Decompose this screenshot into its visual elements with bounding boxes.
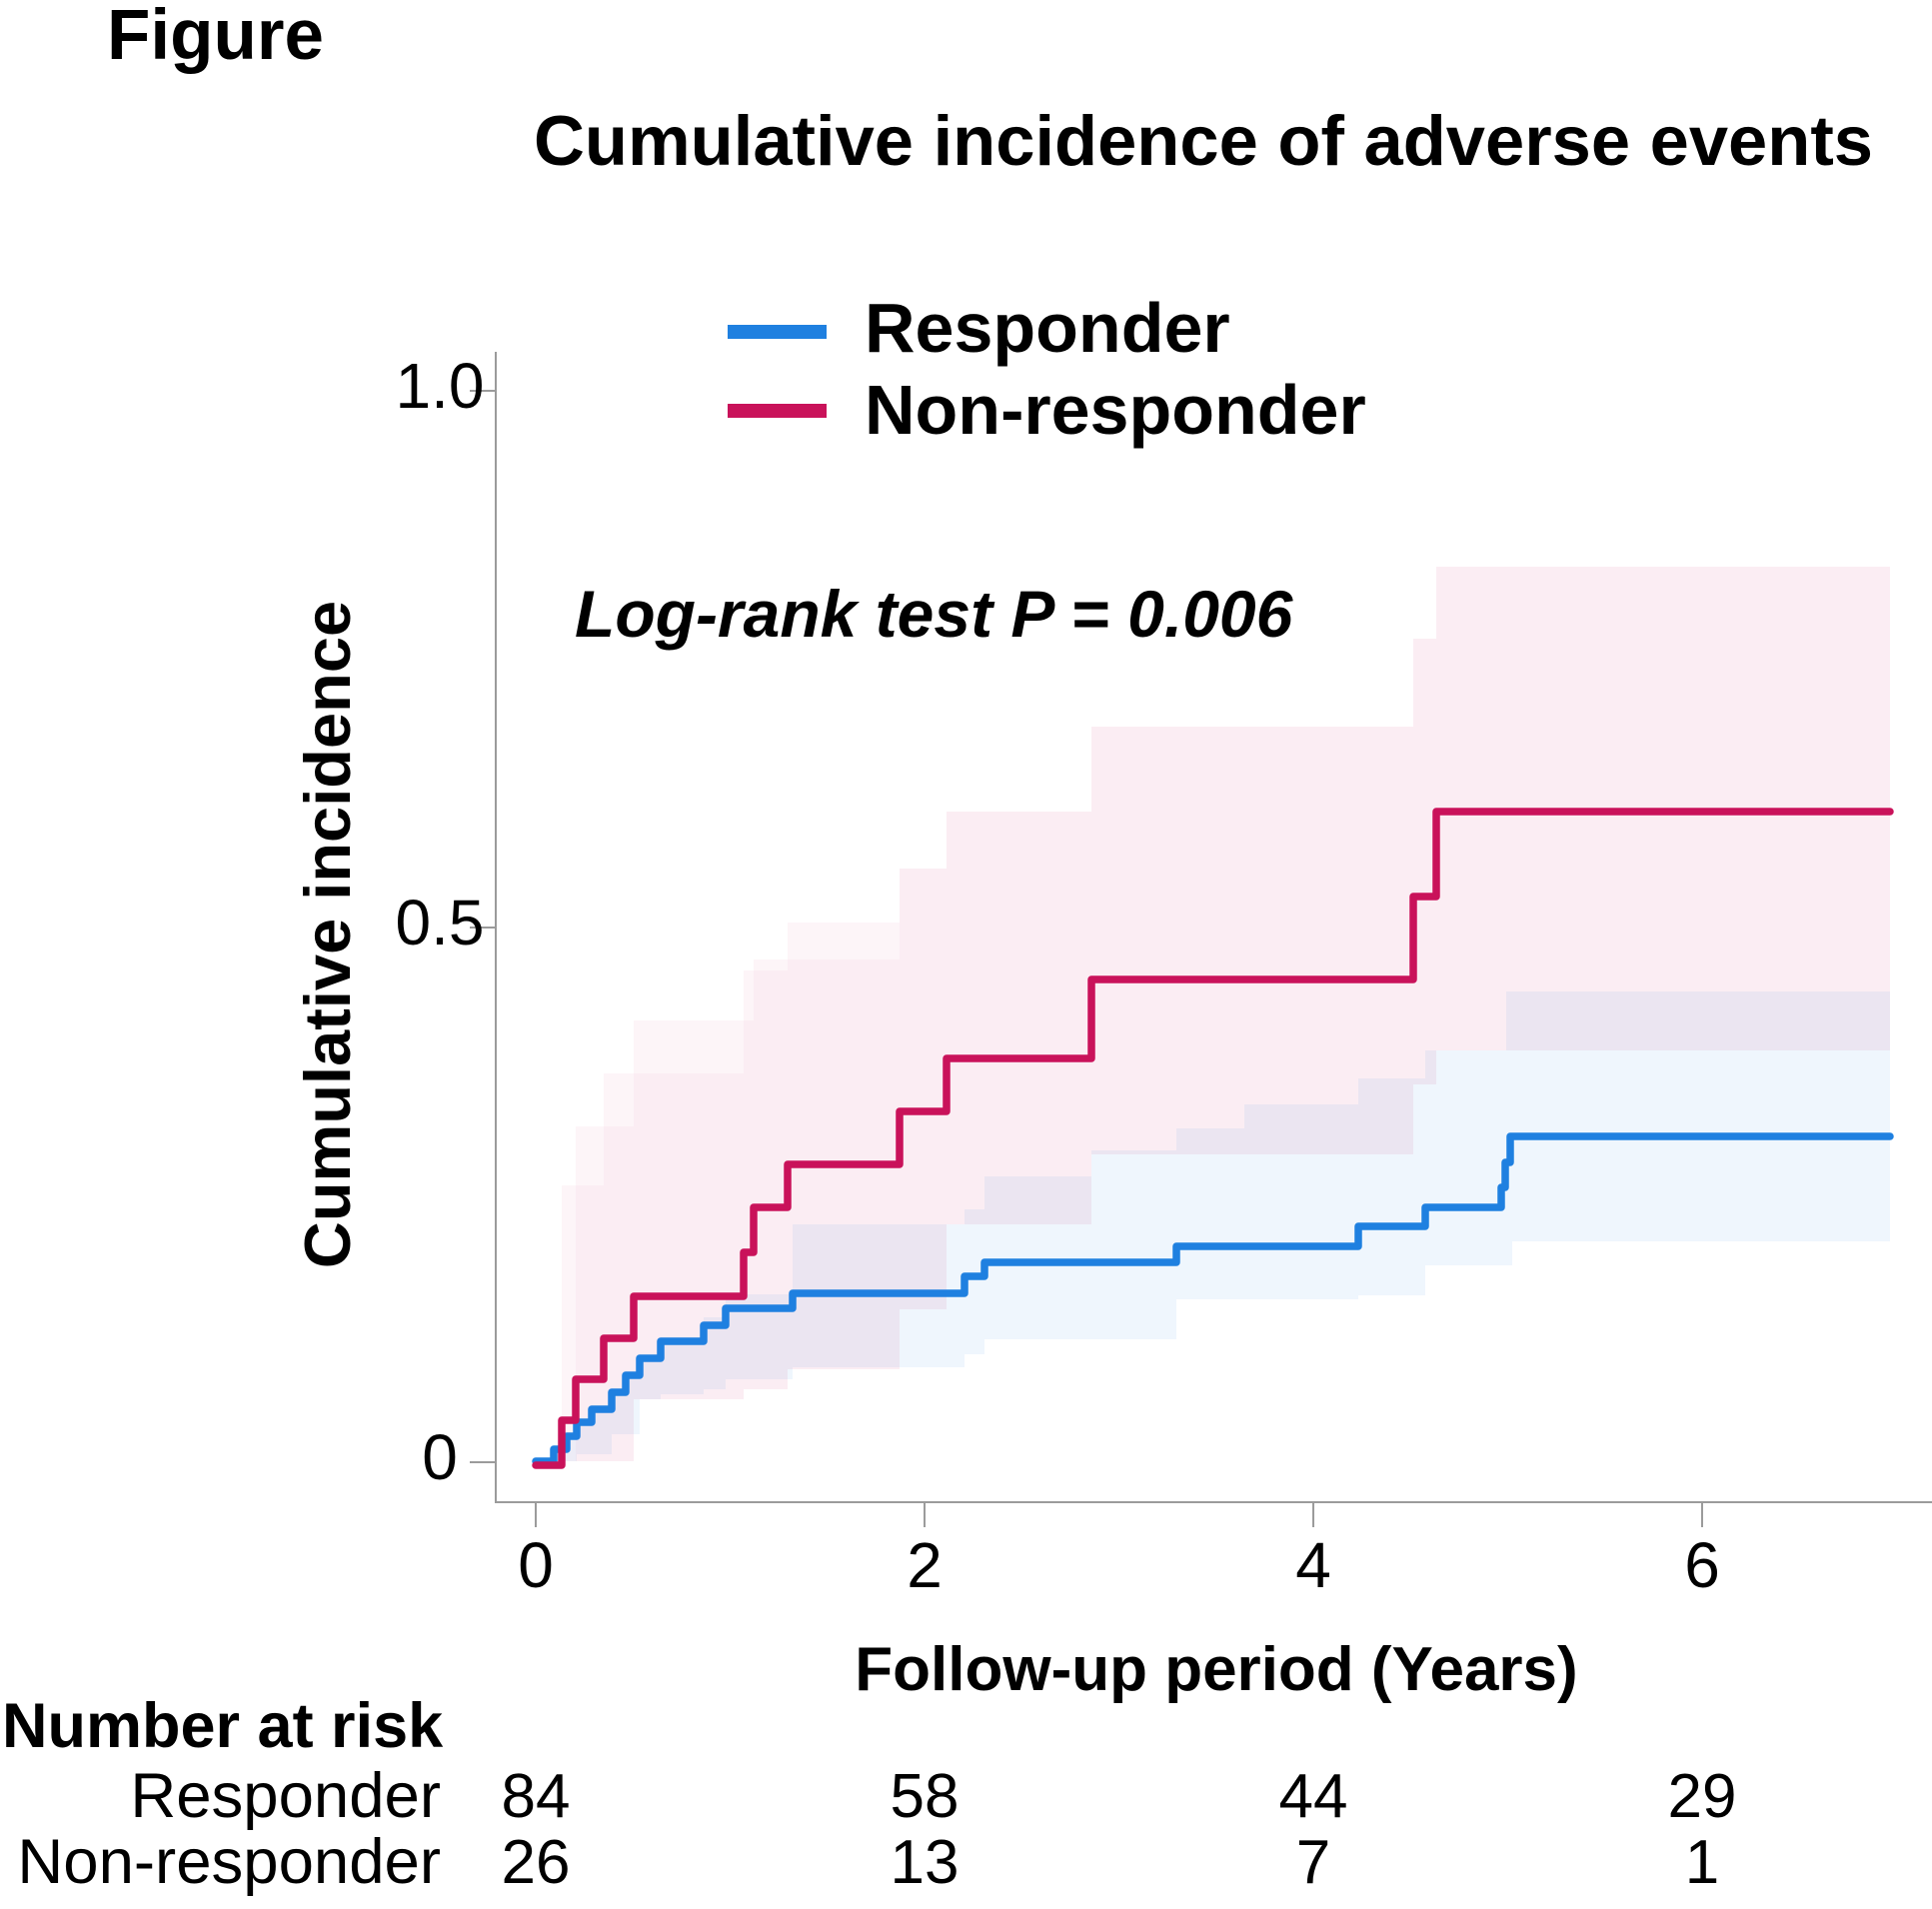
svg-text:0: 0 — [422, 1421, 458, 1493]
svg-text:Cumulative incidence: Cumulative incidence — [291, 601, 364, 1268]
svg-text:Cumulative incidence of advers: Cumulative incidence of adverse events — [534, 101, 1873, 180]
svg-text:Follow-up period (Years): Follow-up period (Years) — [855, 1635, 1577, 1704]
svg-text:4: 4 — [1295, 1529, 1331, 1601]
svg-text:0.5: 0.5 — [396, 887, 485, 958]
svg-text:1: 1 — [1685, 1828, 1719, 1897]
svg-text:0: 0 — [518, 1529, 554, 1601]
svg-text:58: 58 — [891, 1762, 960, 1831]
svg-text:44: 44 — [1279, 1762, 1348, 1831]
svg-text:7: 7 — [1296, 1828, 1330, 1897]
svg-text:84: 84 — [502, 1762, 571, 1831]
svg-text:Responder: Responder — [130, 1761, 441, 1831]
svg-text:Non-responder: Non-responder — [17, 1827, 441, 1897]
svg-text:2: 2 — [907, 1529, 943, 1601]
svg-text:Figure: Figure — [107, 0, 324, 75]
svg-text:1.0: 1.0 — [396, 350, 485, 422]
svg-text:6: 6 — [1684, 1529, 1720, 1601]
svg-text:29: 29 — [1668, 1762, 1737, 1831]
svg-text:Number at risk: Number at risk — [2, 1691, 444, 1761]
svg-text:26: 26 — [502, 1828, 571, 1897]
svg-text:Log-rank test P = 0.006: Log-rank test P = 0.006 — [575, 577, 1294, 651]
svg-text:13: 13 — [891, 1828, 960, 1897]
svg-text:Responder: Responder — [865, 289, 1230, 367]
svg-text:Non-responder: Non-responder — [865, 371, 1366, 449]
